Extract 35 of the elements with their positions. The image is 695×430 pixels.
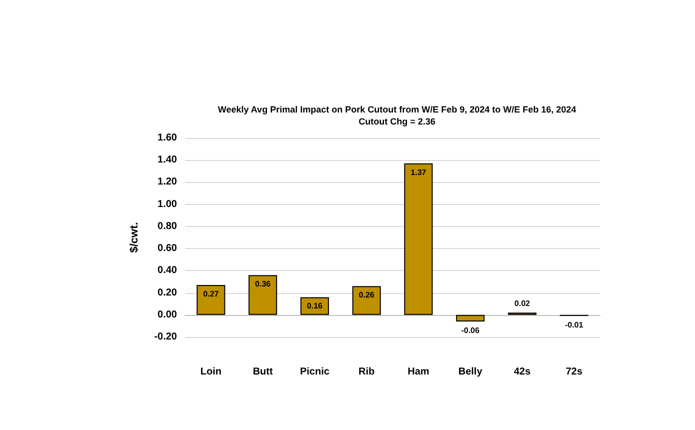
x-tick-label: Butt [252, 366, 274, 378]
x-tick-label: Rib [358, 366, 375, 378]
bar [196, 285, 226, 315]
x-tick-label: Belly [458, 366, 483, 378]
y-tick-label: 0.00 [158, 309, 178, 320]
bar [456, 314, 485, 322]
data-label: 1.37 [410, 168, 427, 177]
bar [248, 275, 278, 315]
y-tick-label: 1.20 [158, 176, 178, 188]
x-tick-label: Picnic [300, 366, 330, 378]
x-tick-label: Ham [408, 366, 430, 378]
x-tick-label: 72s [566, 366, 583, 378]
data-label: 0.26 [358, 290, 375, 300]
chart-subtitle: Cutout Chg = 2.36 [358, 116, 436, 126]
y-axis-title: $/cwt. [128, 222, 140, 253]
bar [352, 286, 381, 315]
data-label: 0.36 [255, 280, 272, 289]
bar [404, 163, 433, 315]
data-label: 0.27 [203, 290, 220, 299]
data-label: -0.01 [564, 320, 584, 330]
y-tick-label: 1.40 [158, 154, 178, 166]
y-tick-label: 0.40 [158, 265, 178, 276]
x-tick-label: 42s [514, 366, 531, 378]
y-tick-label: 1.00 [158, 198, 178, 210]
y-tick-label: 1.60 [158, 132, 178, 144]
y-tick-label: 0.80 [158, 220, 178, 232]
bar [300, 297, 329, 315]
y-tick-label: -0.20 [154, 332, 178, 342]
y-tick-label: 0.20 [158, 287, 178, 298]
x-tick-label: Loin [200, 366, 222, 378]
y-tick-label: 0.60 [158, 243, 178, 254]
data-label: -0.06 [461, 326, 480, 336]
chart-title: Weekly Avg Primal Impact on Pork Cutout from W/E Feb 9, 2024 to W/E Feb 16, 2024 [218, 104, 576, 114]
data-label: 0.16 [306, 302, 324, 311]
data-label: 0.02 [514, 299, 531, 308]
